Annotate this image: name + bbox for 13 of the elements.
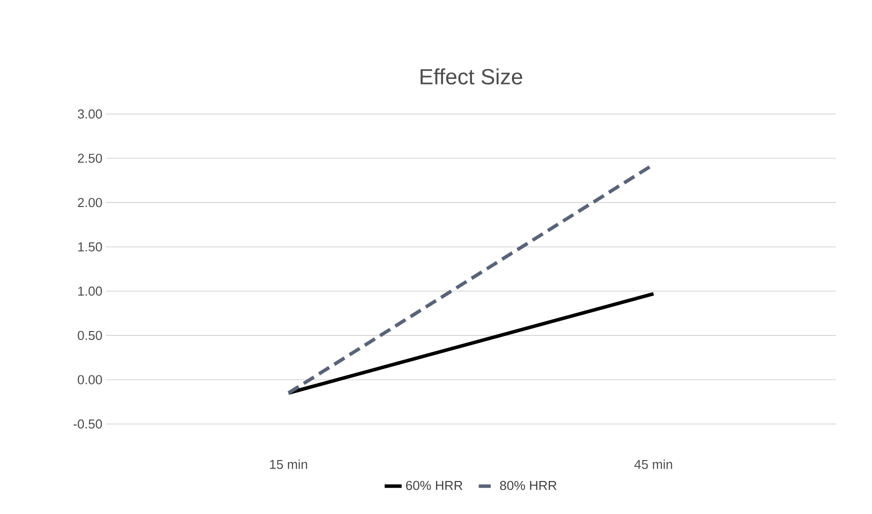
x-tick-label: 15 min [270, 460, 308, 470]
y-tick-label: 1.00 [78, 286, 102, 296]
chart-title: Effect Size [420, 68, 522, 85]
y-tick-label: 0.50 [78, 330, 102, 340]
y-tick-label: -0.50 [74, 419, 102, 429]
y-tick-label: 2.00 [78, 198, 102, 208]
x-tick-label: 45 min [634, 460, 672, 470]
y-tick-label: 2.50 [78, 154, 102, 163]
y-tick-label: 3.00 [78, 109, 102, 119]
y-tick-label: 0.00 [78, 375, 102, 384]
y-tick-label: 1.50 [78, 242, 102, 252]
legend-label: 80% HRR [500, 480, 556, 490]
legend-label: 60% HRR [406, 480, 462, 490]
